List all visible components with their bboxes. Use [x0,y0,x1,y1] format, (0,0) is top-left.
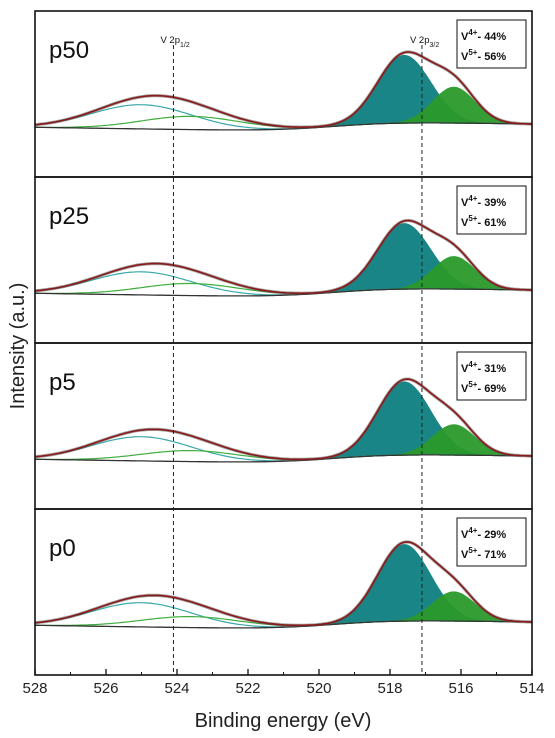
x-axis: 528 526 524 522 520 518 516 514 [22,669,545,697]
v4-percentage: V4+- 44% [461,28,506,43]
x-tick-label: 520 [306,680,331,697]
background-line [35,620,532,629]
panel-p5: p5 V4+- 31% V5+- 69% [34,342,533,510]
y-axis-label: Intensity (a.u.) [7,283,29,410]
v4-percentage: V4+- 29% [461,526,506,541]
x-tick-label: 516 [448,680,473,697]
background-line [35,122,532,131]
x-tick-label: 522 [235,680,260,697]
panel-p0: p0 V4+- 29% V5+- 71% [34,508,533,676]
oxidation-state-box [456,19,527,69]
panel-plot-area [35,50,532,131]
x-tick-label: 514 [519,680,544,697]
v4-component-fill [35,381,532,462]
v5-percentage: V5+- 56% [461,48,506,63]
v5-component-fill [35,86,532,130]
oxidation-state-box [456,517,527,567]
v5-component-fill [35,591,532,628]
v4-percentage: V4+- 31% [461,360,506,375]
panel-label: p25 [49,203,89,230]
x-tick-label: 518 [377,680,402,697]
background-line [35,288,532,297]
oxidation-state-box [456,185,527,235]
x-axis-label: Binding energy (eV) [195,710,372,732]
panel-label: p50 [49,37,89,64]
v5-percentage: V5+- 61% [461,214,506,229]
panel-p25: p25 V4+- 39% V5+- 61% [34,176,533,344]
reference-lines-layer: V 2p1/2 V 2p3/2 [160,35,439,675]
v4-component-fill [35,54,532,130]
x-tick-label: 528 [22,680,47,697]
panel-p50: p50 V4+- 44% V5+- 56% [34,10,533,178]
v4-component-fill [35,223,532,296]
panel-label: p5 [49,369,76,396]
v5-percentage: V5+- 71% [461,546,506,561]
panel-label: p0 [49,535,76,562]
v5-component-fill [35,424,532,462]
reference-label-2: V 2p3/2 [410,35,439,49]
v4-component-fill [35,544,532,628]
oxidation-state-box [456,351,527,401]
fit-envelope-line [35,219,532,295]
v4-percentage: V4+- 39% [461,194,506,209]
fit-envelope-line [35,378,532,461]
background-line [35,454,532,463]
fit-envelope-line [35,541,532,627]
x-tick-label: 526 [93,680,118,697]
panel-plot-area [35,218,532,297]
v5-component-fill [35,256,532,296]
panel-plot-area [35,540,532,629]
reference-label-1: V 2p1/2 [160,35,189,49]
panel-plot-area [35,377,532,463]
x-tick-label: 524 [164,680,189,697]
v5-percentage: V5+- 69% [461,380,506,395]
panels-layer: p50 V4+- 44% V5+- 56% p25 V4+- 39% V5+- 61% p5… [34,10,533,676]
fit-envelope-line [35,51,532,129]
